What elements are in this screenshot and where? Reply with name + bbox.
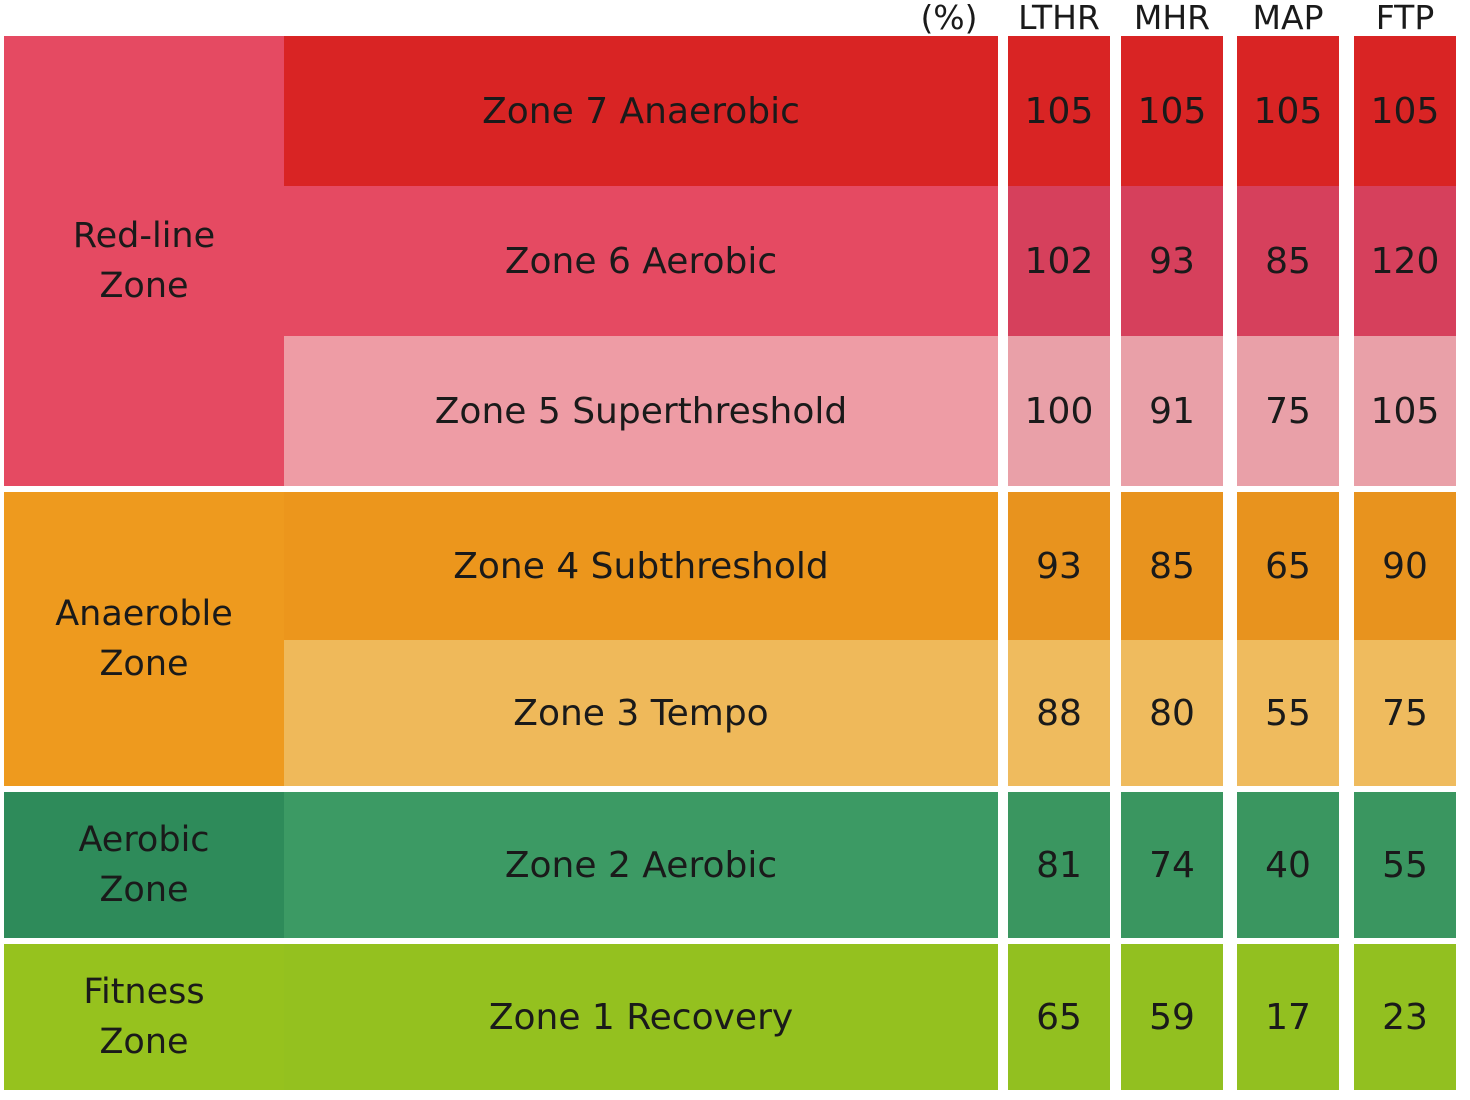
data-label: 75 (1382, 692, 1428, 734)
data-label: 91 (1149, 390, 1195, 432)
zone-label: Zone 3 Tempo (513, 692, 769, 734)
data-label: 85 (1265, 240, 1311, 282)
data-label: 23 (1382, 996, 1428, 1038)
data-label: 120 (1370, 240, 1440, 282)
data-label: 65 (1036, 996, 1082, 1038)
zone-label: Zone 5 Superthreshold (434, 390, 848, 432)
zone-row-label-cell: Zone 4 Subthreshold (284, 492, 998, 640)
column-header-mhr: MHR (1133, 0, 1211, 37)
group-label-block: Anaeroble Zone (4, 492, 284, 786)
unit-label: (%) (920, 0, 978, 37)
value-cell-mhr: 93 (1121, 186, 1223, 336)
value-cell-mhr: 74 (1121, 792, 1223, 938)
group-label: Red-line Zone (72, 216, 216, 306)
group-label-block: Aerobic Zone (4, 792, 284, 938)
data-label: 90 (1382, 545, 1428, 587)
data-label: 85 (1149, 545, 1195, 587)
data-label: 93 (1149, 240, 1195, 282)
column-header-ftp: FTP (1375, 0, 1435, 37)
zone-row-label-cell: Zone 2 Aerobic (284, 792, 998, 938)
data-label: 93 (1036, 545, 1082, 587)
value-cell-map: 65 (1237, 492, 1339, 640)
data-label: 105 (1370, 90, 1440, 132)
group-label: Aerobic Zone (78, 820, 210, 910)
data-label: 17 (1265, 996, 1311, 1038)
value-cell-lthr: 93 (1008, 492, 1110, 640)
value-cell-map: 75 (1237, 336, 1339, 486)
data-label: 105 (1370, 390, 1440, 432)
data-label: 59 (1149, 996, 1195, 1038)
value-cell-map: 85 (1237, 186, 1339, 336)
data-label: 80 (1149, 692, 1195, 734)
zone-label: Zone 6 Aerobic (504, 240, 778, 282)
zone-label: Zone 2 Aerobic (504, 844, 778, 886)
zone-row-label-cell: Zone 3 Tempo (284, 640, 998, 786)
value-cell-ftp: 105 (1354, 36, 1456, 186)
value-cell-mhr: 59 (1121, 944, 1223, 1090)
column-header-lthr: LTHR (1018, 0, 1100, 37)
value-cell-ftp: 75 (1354, 640, 1456, 786)
data-label: 40 (1265, 844, 1311, 886)
group-label: Anaeroble Zone (55, 594, 233, 684)
value-cell-ftp: 55 (1354, 792, 1456, 938)
zone-row-label-cell: Zone 1 Recovery (284, 944, 998, 1090)
zone-row-label-cell: Zone 5 Superthreshold (284, 336, 998, 486)
value-cell-lthr: 102 (1008, 186, 1110, 336)
data-label: 81 (1036, 844, 1082, 886)
group-label-block: Fitness Zone (4, 944, 284, 1090)
data-label: 105 (1137, 90, 1207, 132)
value-cell-lthr: 65 (1008, 944, 1110, 1090)
data-label: 102 (1024, 240, 1094, 282)
data-label: 55 (1265, 692, 1311, 734)
data-label: 105 (1024, 90, 1094, 132)
zone-label: Zone 1 Recovery (488, 996, 794, 1038)
data-label: 74 (1149, 844, 1195, 886)
group-label-block: Red-line Zone (4, 36, 284, 486)
data-label: 88 (1036, 692, 1082, 734)
value-cell-ftp: 23 (1354, 944, 1456, 1090)
column-header-map: MAP (1252, 0, 1324, 37)
value-cell-ftp: 120 (1354, 186, 1456, 336)
value-cell-lthr: 88 (1008, 640, 1110, 786)
group-label: Fitness Zone (83, 972, 205, 1062)
data-label: 100 (1024, 390, 1094, 432)
value-cell-ftp: 90 (1354, 492, 1456, 640)
zone-row-label-cell: Zone 7 Anaerobic (284, 36, 998, 186)
value-cell-mhr: 80 (1121, 640, 1223, 786)
data-label: 55 (1382, 844, 1428, 886)
value-cell-map: 40 (1237, 792, 1339, 938)
value-cell-mhr: 85 (1121, 492, 1223, 640)
data-label: 65 (1265, 545, 1311, 587)
value-cell-mhr: 105 (1121, 36, 1223, 186)
zone-row-label-cell: Zone 6 Aerobic (284, 186, 998, 336)
value-cell-map: 105 (1237, 36, 1339, 186)
value-cell-ftp: 105 (1354, 336, 1456, 486)
zone-label: Zone 7 Anaerobic (482, 90, 800, 132)
value-cell-lthr: 100 (1008, 336, 1110, 486)
value-cell-mhr: 91 (1121, 336, 1223, 486)
data-label: 75 (1265, 390, 1311, 432)
value-cell-lthr: 105 (1008, 36, 1110, 186)
zone-label: Zone 4 Subthreshold (453, 545, 829, 587)
value-cell-lthr: 81 (1008, 792, 1110, 938)
value-cell-map: 17 (1237, 944, 1339, 1090)
data-label: 105 (1253, 90, 1323, 132)
value-cell-map: 55 (1237, 640, 1339, 786)
